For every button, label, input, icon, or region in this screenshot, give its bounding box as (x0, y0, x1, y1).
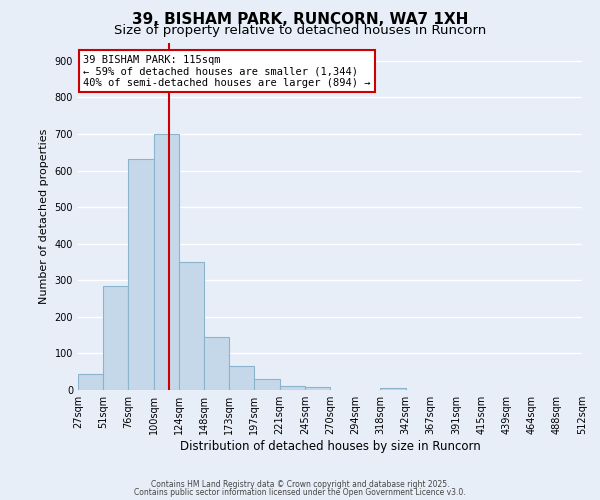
Bar (229, 366, 254, 390)
Text: Contains public sector information licensed under the Open Government Licence v3: Contains public sector information licen… (134, 488, 466, 497)
Bar (380, 388, 406, 390)
Bar (128, 159, 154, 390)
X-axis label: Distribution of detached houses by size in Runcorn: Distribution of detached houses by size … (179, 440, 481, 453)
Text: 39 BISHAM PARK: 115sqm
← 59% of detached houses are smaller (1,344)
40% of semi-: 39 BISHAM PARK: 115sqm ← 59% of detached… (83, 54, 371, 88)
Bar (254, 379, 280, 390)
Bar (204, 337, 229, 390)
Bar (103, 286, 128, 390)
Bar (179, 262, 204, 390)
Bar (305, 388, 330, 390)
Text: Size of property relative to detached houses in Runcorn: Size of property relative to detached ho… (114, 24, 486, 37)
Bar (154, 134, 179, 390)
Bar (280, 386, 305, 390)
Text: Contains HM Land Registry data © Crown copyright and database right 2025.: Contains HM Land Registry data © Crown c… (151, 480, 449, 489)
Bar (78, 374, 103, 390)
Text: 39, BISHAM PARK, RUNCORN, WA7 1XH: 39, BISHAM PARK, RUNCORN, WA7 1XH (132, 12, 468, 28)
Y-axis label: Number of detached properties: Number of detached properties (39, 128, 49, 304)
